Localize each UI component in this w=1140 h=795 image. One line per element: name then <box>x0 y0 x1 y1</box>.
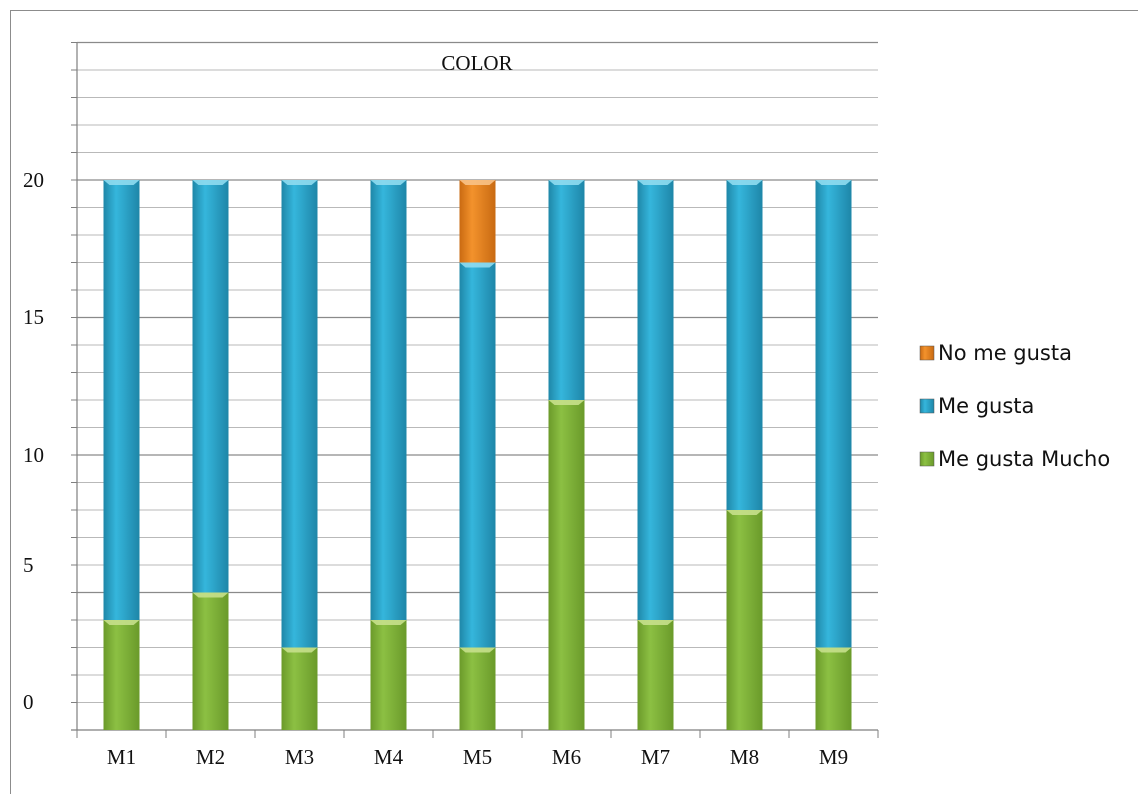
bar-cap-me-gusta-m3 <box>281 180 318 185</box>
bar-cap-me-gusta-mucho-m5 <box>459 647 496 653</box>
y-tick-label: 20 <box>23 168 44 192</box>
bar-segment-me-gusta-mucho-m4 <box>370 620 407 730</box>
bar-segment-me-gusta-m9 <box>815 180 852 648</box>
x-tick-label: M5 <box>463 745 492 769</box>
x-tick-label: M2 <box>196 745 225 769</box>
bar-cap-no-me-gusta-m5 <box>459 180 496 185</box>
bar-cap-me-gusta-mucho-m8 <box>726 510 763 515</box>
bar-segment-me-gusta-m5 <box>459 262 496 648</box>
x-tick-label: M6 <box>552 745 581 769</box>
bar-cap-me-gusta-m1 <box>103 180 140 185</box>
legend-label-me-gusta: Me gusta <box>938 394 1034 418</box>
bar-segment-me-gusta-m1 <box>103 180 140 620</box>
tick-labels: M1 M2 M3 M4 M5 M6 M7 M8 M9 0 5 10 15 20 <box>23 168 848 769</box>
legend-label-me-gusta-mucho: Me gusta Mucho <box>938 447 1110 471</box>
x-tick-label: M4 <box>374 745 404 769</box>
legend-swatch-no-me-gusta <box>919 345 935 361</box>
bar-segment-me-gusta-mucho-m2 <box>192 592 229 730</box>
legend-swatch-me-gusta <box>919 398 935 414</box>
x-tick-label: M8 <box>730 745 759 769</box>
bar-segment-me-gusta-mucho-m7 <box>637 620 674 730</box>
y-tick-label: 15 <box>23 305 44 329</box>
bar-cap-me-gusta-m9 <box>815 180 852 185</box>
bar-segment-me-gusta-m4 <box>370 180 407 620</box>
bar-segment-me-gusta-m7 <box>637 180 674 620</box>
bar-cap-me-gusta-mucho-m3 <box>281 647 318 653</box>
bar-segment-me-gusta-m2 <box>192 180 229 593</box>
bars <box>103 180 852 730</box>
bar-cap-me-gusta-mucho-m2 <box>192 592 229 598</box>
bar-cap-me-gusta-mucho-m1 <box>103 620 140 625</box>
y-tick-label: 0 <box>23 690 34 714</box>
legend: No me gusta Me gusta Me gusta Mucho <box>919 341 1110 471</box>
legend-label-no-me-gusta: No me gusta <box>938 341 1072 365</box>
bar-cap-me-gusta-mucho-m9 <box>815 647 852 653</box>
bar-segment-me-gusta-m8 <box>726 180 763 510</box>
y-tick-label: 5 <box>23 553 34 577</box>
x-tick-label: M1 <box>107 745 136 769</box>
bar-segment-me-gusta-mucho-m8 <box>726 510 763 730</box>
bar-cap-me-gusta-m2 <box>192 180 229 185</box>
bar-cap-me-gusta-mucho-m7 <box>637 620 674 625</box>
bar-cap-me-gusta-m6 <box>548 180 585 185</box>
bar-cap-me-gusta-m5 <box>459 262 496 268</box>
bar-segment-me-gusta-mucho-m5 <box>459 647 496 730</box>
bar-cap-me-gusta-m7 <box>637 180 674 185</box>
bar-segment-me-gusta-m3 <box>281 180 318 648</box>
legend-swatch-me-gusta-mucho <box>919 451 935 467</box>
bar-cap-me-gusta-mucho-m6 <box>548 400 585 405</box>
x-tick-label: M9 <box>819 745 848 769</box>
chart-frame <box>10 10 1138 794</box>
bar-segment-me-gusta-mucho-m3 <box>281 647 318 730</box>
x-tick-label: M7 <box>641 745 670 769</box>
chart-title: COLOR <box>441 51 512 75</box>
bar-segment-no-me-gusta-m5 <box>459 180 496 263</box>
bar-segment-me-gusta-mucho-m1 <box>103 620 140 730</box>
bar-segment-me-gusta-mucho-m6 <box>548 400 585 730</box>
y-tick-label: 10 <box>23 443 44 467</box>
bar-cap-me-gusta-m8 <box>726 180 763 185</box>
bar-cap-me-gusta-mucho-m4 <box>370 620 407 625</box>
bar-segment-me-gusta-mucho-m9 <box>815 647 852 730</box>
x-tick-label: M3 <box>285 745 314 769</box>
bar-cap-me-gusta-m4 <box>370 180 407 185</box>
bar-segment-me-gusta-m6 <box>548 180 585 400</box>
